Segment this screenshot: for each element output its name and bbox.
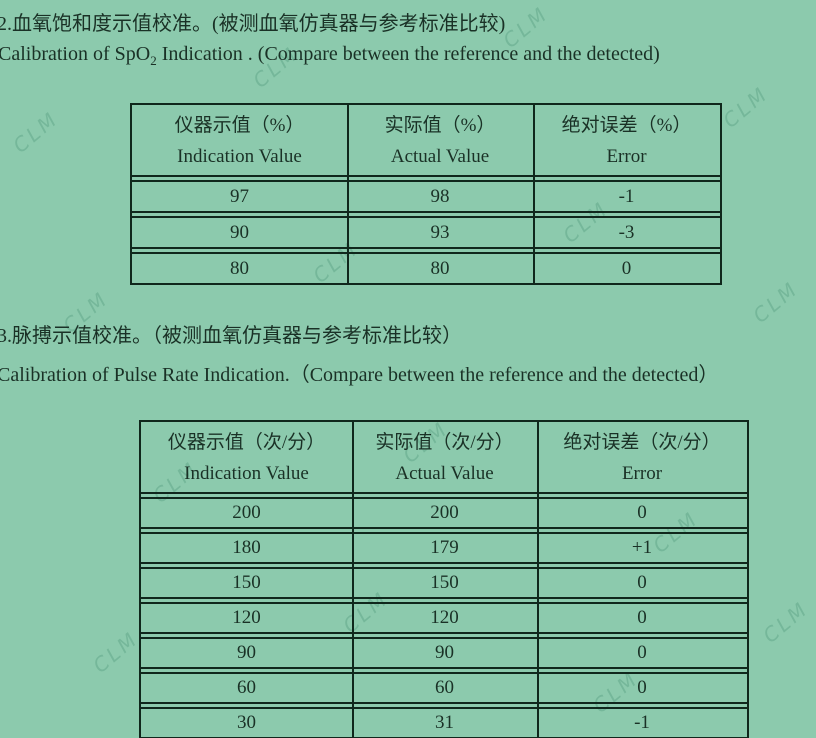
watermark-text: CLM <box>748 276 804 328</box>
cell-indication-value: 90 <box>237 642 256 663</box>
table-row: 200 200 0 <box>141 497 747 529</box>
cell-error: 0 <box>637 572 647 593</box>
cell-error: 0 <box>621 258 632 279</box>
column-header-indication: 仪器示值（次/分） Indication Value <box>141 422 352 492</box>
column-header-actual: 实际值（%） Actual Value <box>347 105 533 175</box>
cell-actual-value: 98 <box>430 186 450 207</box>
table-row: 150 150 0 <box>141 567 747 599</box>
column-divider <box>347 105 349 283</box>
column-divider <box>537 422 539 737</box>
section2-heading-en: Calibration of SpO2 Indication . (Compar… <box>0 43 660 69</box>
table-row: 80 80 0 <box>132 252 720 283</box>
column-header-en: Indication Value <box>184 463 309 484</box>
cell-actual-value: 150 <box>430 572 459 593</box>
column-header-en: Indication Value <box>177 146 302 167</box>
cell-actual-value: 31 <box>435 712 454 733</box>
table-row: 180 179 +1 <box>141 532 747 564</box>
column-header-error: 绝对误差（%） Error <box>533 105 720 175</box>
cell-error: -3 <box>618 222 635 243</box>
column-header-en: Actual Value <box>390 146 490 167</box>
watermark-text: CLM <box>88 626 144 678</box>
cell-indication-value: 30 <box>237 712 256 733</box>
cell-actual-value: 90 <box>435 642 454 663</box>
spo2-calibration-table: 仪器示值（%） Indication Value 实际值（%） Actual V… <box>130 103 722 285</box>
watermark-text: CLM <box>718 81 774 133</box>
cell-error: +1 <box>631 537 653 558</box>
table-row: 60 60 0 <box>141 672 747 704</box>
column-header-zh: 仪器示值（次/分） <box>167 432 326 453</box>
cell-indication-value: 80 <box>230 258 249 279</box>
column-header-error: 绝对误差（次/分） Error <box>537 422 747 492</box>
cell-indication-value: 97 <box>230 186 249 207</box>
column-header-en: Error <box>621 463 663 484</box>
cell-actual-value: 179 <box>430 537 459 558</box>
column-divider <box>533 105 535 283</box>
table-row: 90 93 -3 <box>132 216 720 249</box>
cell-error: 0 <box>637 677 647 698</box>
cell-error: 0 <box>637 607 647 628</box>
cell-indication-value: 200 <box>232 502 261 523</box>
watermark-text: CLM <box>758 596 814 648</box>
column-header-indication: 仪器示值（%） Indication Value <box>132 105 347 175</box>
cell-actual-value: 60 <box>435 677 454 698</box>
cell-actual-value: 80 <box>430 258 450 279</box>
section2-heading-en-prefix: Calibration of SpO <box>0 43 151 65</box>
column-header-en: Actual Value <box>395 463 494 484</box>
cell-error: -1 <box>618 186 635 207</box>
cell-error: -1 <box>634 712 650 733</box>
cell-actual-value: 93 <box>430 222 450 243</box>
cell-indication-value: 120 <box>232 607 261 628</box>
table-header-row: 仪器示值（次/分） Indication Value 实际值（次/分） Actu… <box>141 422 747 494</box>
cell-indication-value: 90 <box>230 222 249 243</box>
table-row: 97 98 -1 <box>132 180 720 213</box>
spo2-subscript: 2 <box>150 53 157 68</box>
pulse-rate-calibration-table: 仪器示值（次/分） Indication Value 实际值（次/分） Actu… <box>139 420 749 738</box>
watermark-text: CLM <box>8 106 64 158</box>
cell-actual-value: 120 <box>430 607 459 628</box>
section3-heading-zh: 3.脉搏示值校准。（被测血氧仿真器与参考标准比较） <box>0 325 462 347</box>
column-header-zh: 绝对误差（次/分） <box>563 432 721 453</box>
column-header-zh: 仪器示值（%） <box>174 115 305 136</box>
column-divider <box>352 422 354 737</box>
column-header-actual: 实际值（次/分） Actual Value <box>352 422 537 492</box>
column-header-en: Error <box>606 146 647 167</box>
section2-heading-en-suffix: Indication . (Compare between the refere… <box>156 43 660 65</box>
cell-indication-value: 180 <box>232 537 261 558</box>
column-header-zh: 实际值（次/分） <box>375 432 514 453</box>
cell-error: 0 <box>637 502 647 523</box>
section3-heading-en: Calibration of Pulse Rate Indication.（Co… <box>0 364 719 386</box>
table-header-row: 仪器示值（%） Indication Value 实际值（%） Actual V… <box>132 105 720 177</box>
table-row: 120 120 0 <box>141 602 747 634</box>
column-header-zh: 实际值（%） <box>384 115 496 136</box>
table-row: 30 31 -1 <box>141 707 747 737</box>
column-header-zh: 绝对误差（%） <box>561 115 692 136</box>
section2-heading-zh: 2.血氧饱和度示值校准。(被测血氧仿真器与参考标准比较) <box>0 13 506 35</box>
table-row: 90 90 0 <box>141 637 747 669</box>
cell-actual-value: 200 <box>430 502 459 523</box>
cell-indication-value: 150 <box>232 572 261 593</box>
cell-indication-value: 60 <box>237 677 256 698</box>
cell-error: 0 <box>637 642 647 663</box>
